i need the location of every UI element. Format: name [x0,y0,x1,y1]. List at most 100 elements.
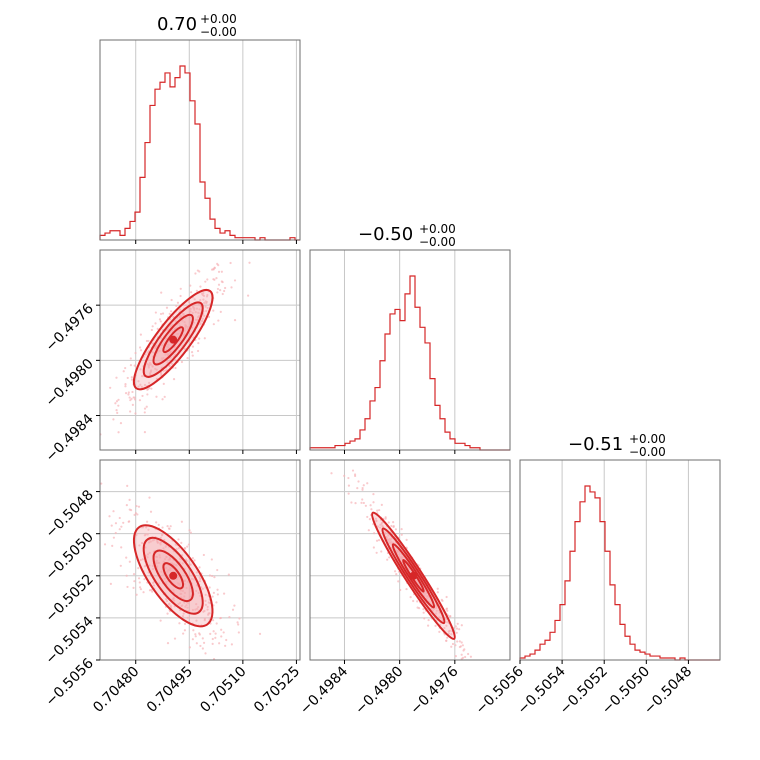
y-tick-label: −0.4984 [43,411,97,465]
sample-point [176,576,180,579]
sample-point [156,565,159,568]
sample-point [377,539,381,542]
sample-point [400,555,403,559]
sample-point [478,683,480,685]
sample-point [181,614,185,618]
sample-point [370,508,373,511]
sample-point [164,545,167,548]
sample-point [148,564,151,567]
sample-point [180,592,183,596]
sample-point [117,431,120,434]
sample-point [458,640,461,643]
sample-point [392,525,395,529]
sample-point [375,551,378,554]
sample-point [445,608,448,611]
sample-point [436,587,439,590]
sample-point [183,333,186,336]
sample-point [175,548,178,551]
sample-point [471,661,473,663]
title-sup: +0.00 [629,432,666,446]
sample-point [146,393,149,396]
sample-point [366,482,369,485]
sample-point [199,322,202,326]
sample-point [165,581,168,584]
sample-point [455,631,458,634]
sample-point [387,521,390,524]
sample-point [145,520,149,523]
sample-point [197,311,200,314]
histogram-step [99,65,300,241]
sample-point [146,351,149,354]
sample-point [223,289,226,293]
sample-point [445,624,448,627]
sample-point [183,579,187,582]
sample-point [128,508,131,511]
sample-point [215,622,218,625]
sample-point [216,593,219,596]
sample-point [436,591,439,594]
sample-point [128,520,131,523]
sample-point [124,392,128,395]
sample-point [369,504,372,507]
sample-point [112,418,115,421]
density-panel [330,469,480,685]
sample-point [176,335,179,338]
sample-point [216,568,219,572]
sample-point [188,646,192,649]
sample-point [159,556,162,559]
grid-layer [100,40,689,661]
sample-point [387,534,390,537]
panel-frame [99,459,301,661]
marks-layer [99,65,720,685]
sample-point [237,631,240,634]
sample-point [425,597,428,600]
sample-point [247,294,250,297]
sample-point [100,482,103,485]
x-tick-label: 0.70480 [90,664,142,716]
sample-point [117,398,120,401]
sample-point [189,284,192,287]
sample-point [162,560,165,563]
sample-point [405,587,408,591]
sample-point [203,337,206,340]
sample-point [180,541,183,544]
sample-point [204,593,207,596]
sample-point [216,287,220,291]
panel-frame [99,39,301,241]
sample-point [183,622,187,625]
sample-point [144,353,147,356]
sample-point [184,547,187,550]
sample-point [424,593,427,596]
sample-point [469,655,473,658]
sample-point [166,570,169,573]
sample-point [231,608,235,611]
sample-point [143,578,146,581]
sample-point [183,591,186,594]
density-peak [169,335,178,344]
sample-point [189,587,192,590]
sample-point [166,525,169,528]
sample-point [188,529,191,532]
sample-point [447,632,451,635]
sample-point [203,617,206,620]
sample-point [193,298,196,301]
sample-point [177,602,180,606]
sample-point [443,626,446,630]
sample-point [388,540,391,543]
sample-point [156,540,159,544]
sample-point [220,270,223,273]
sample-point [160,291,163,294]
sample-point [199,305,203,308]
sample-point [164,337,168,340]
sample-point [115,400,119,403]
sample-point [185,604,188,607]
sample-point [141,375,144,378]
sample-point [147,541,151,544]
sample-point [391,541,395,544]
sample-point [184,325,187,328]
sample-point [145,526,148,529]
sample-point [133,580,136,583]
sample-point [114,522,118,525]
sample-point [214,636,217,639]
